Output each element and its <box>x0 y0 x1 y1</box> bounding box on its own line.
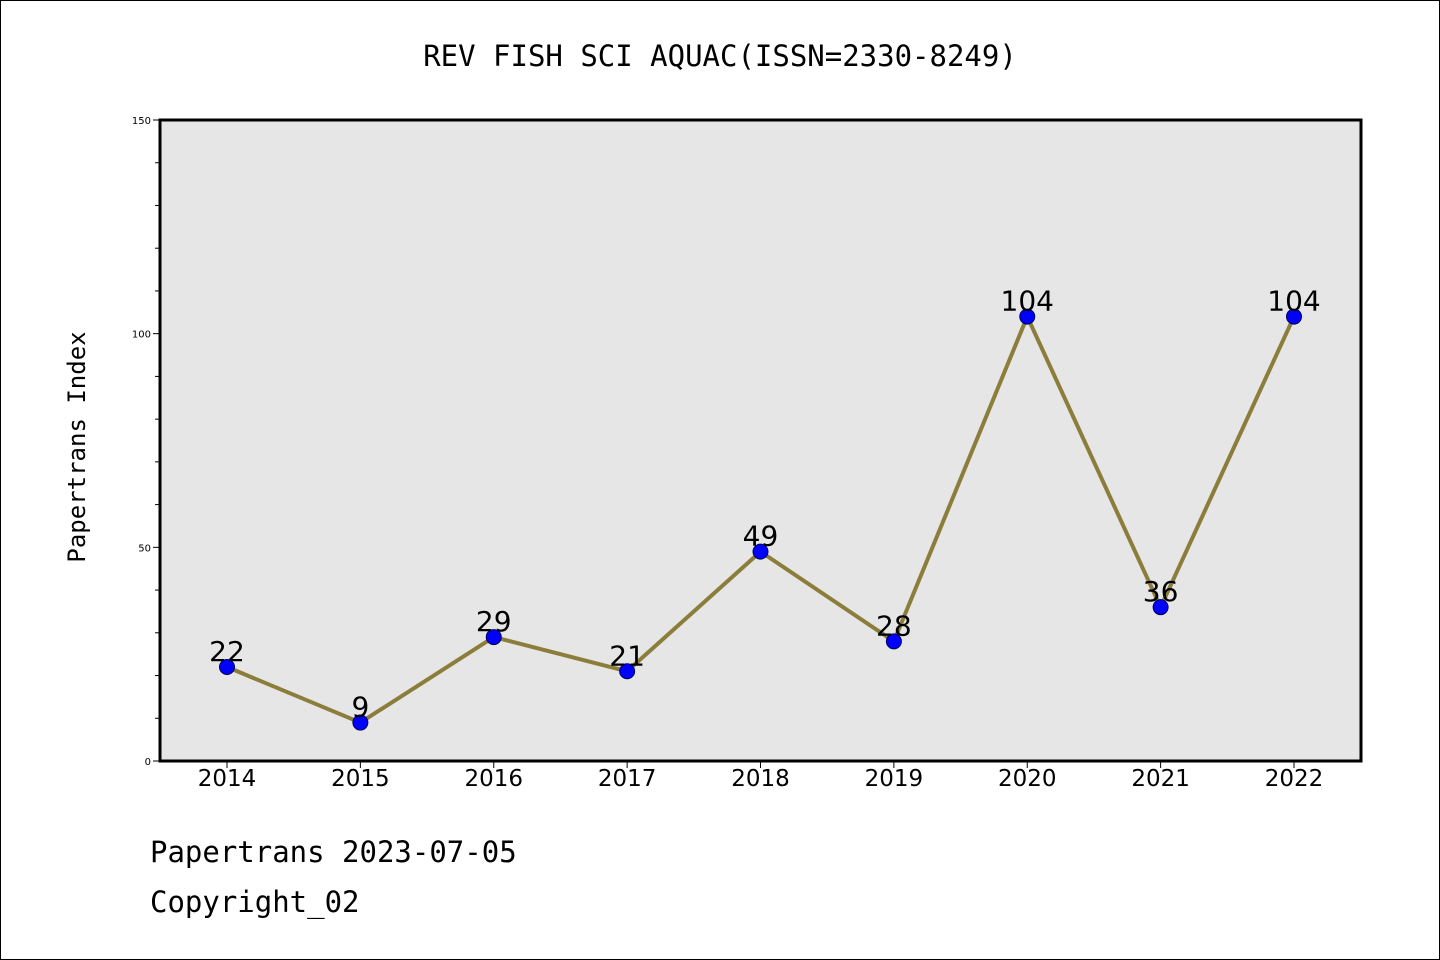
data-point <box>885 633 902 650</box>
data-label: 104 <box>1267 285 1320 318</box>
data-label: 28 <box>876 609 912 642</box>
data-point <box>352 714 369 731</box>
data-points <box>219 308 1302 731</box>
x-tick-label: 2018 <box>731 766 790 792</box>
data-point <box>1152 599 1169 616</box>
x-tick-label: 2015 <box>331 766 390 792</box>
data-point <box>219 658 235 675</box>
data-point <box>619 663 636 680</box>
y-tick-label: 50 <box>138 543 151 554</box>
data-label: 22 <box>209 635 245 668</box>
data-point <box>752 543 769 560</box>
x-tick-label: 2021 <box>1131 766 1190 792</box>
y-axis-label: Papertrans Index <box>63 331 91 562</box>
data-label: 9 <box>351 691 369 724</box>
data-point <box>1286 308 1302 325</box>
footer-copyright: Copyright_02 <box>150 885 360 919</box>
data-label: 29 <box>476 605 512 638</box>
x-tick-label: 2022 <box>1265 766 1324 792</box>
footer-date: Papertrans 2023-07-05 <box>150 835 517 869</box>
x-tick-label: 2014 <box>198 766 257 792</box>
y-tick-label: 0 <box>145 757 151 768</box>
data-labels: 22 9 29 21 49 28 104 36 104 <box>209 285 1321 724</box>
x-tick-label: 2020 <box>998 766 1057 792</box>
x-tick-label: 2017 <box>598 766 657 792</box>
y-tick-label: 150 <box>132 116 151 127</box>
x-tick-label: 2019 <box>865 766 924 792</box>
data-label: 21 <box>609 639 645 672</box>
y-axis: 0 50 100 150 <box>132 116 160 768</box>
data-label: 49 <box>743 520 779 553</box>
chart-title: REV FISH SCI AQUAC(ISSN=2330-8249) <box>423 39 1017 73</box>
y-tick-label: 100 <box>132 330 151 341</box>
x-axis: 2014 2015 2016 2017 2018 2019 2020 2021 2022 <box>198 761 1324 792</box>
x-tick-label: 2016 <box>464 766 523 792</box>
data-point <box>485 629 502 646</box>
data-label: 104 <box>1001 285 1054 318</box>
data-point <box>1019 308 1036 325</box>
data-label: 36 <box>1143 575 1179 608</box>
plot-area <box>158 118 1363 763</box>
